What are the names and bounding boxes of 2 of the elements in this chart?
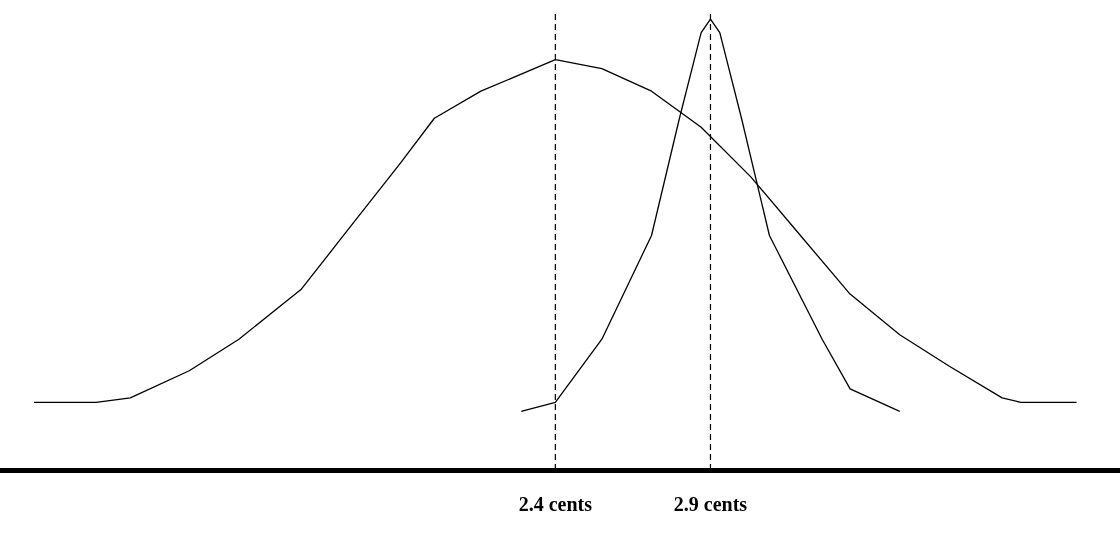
x-tick-label: 2.4 cents xyxy=(518,493,593,516)
x-tick-label: 2.9 cents xyxy=(673,493,748,516)
